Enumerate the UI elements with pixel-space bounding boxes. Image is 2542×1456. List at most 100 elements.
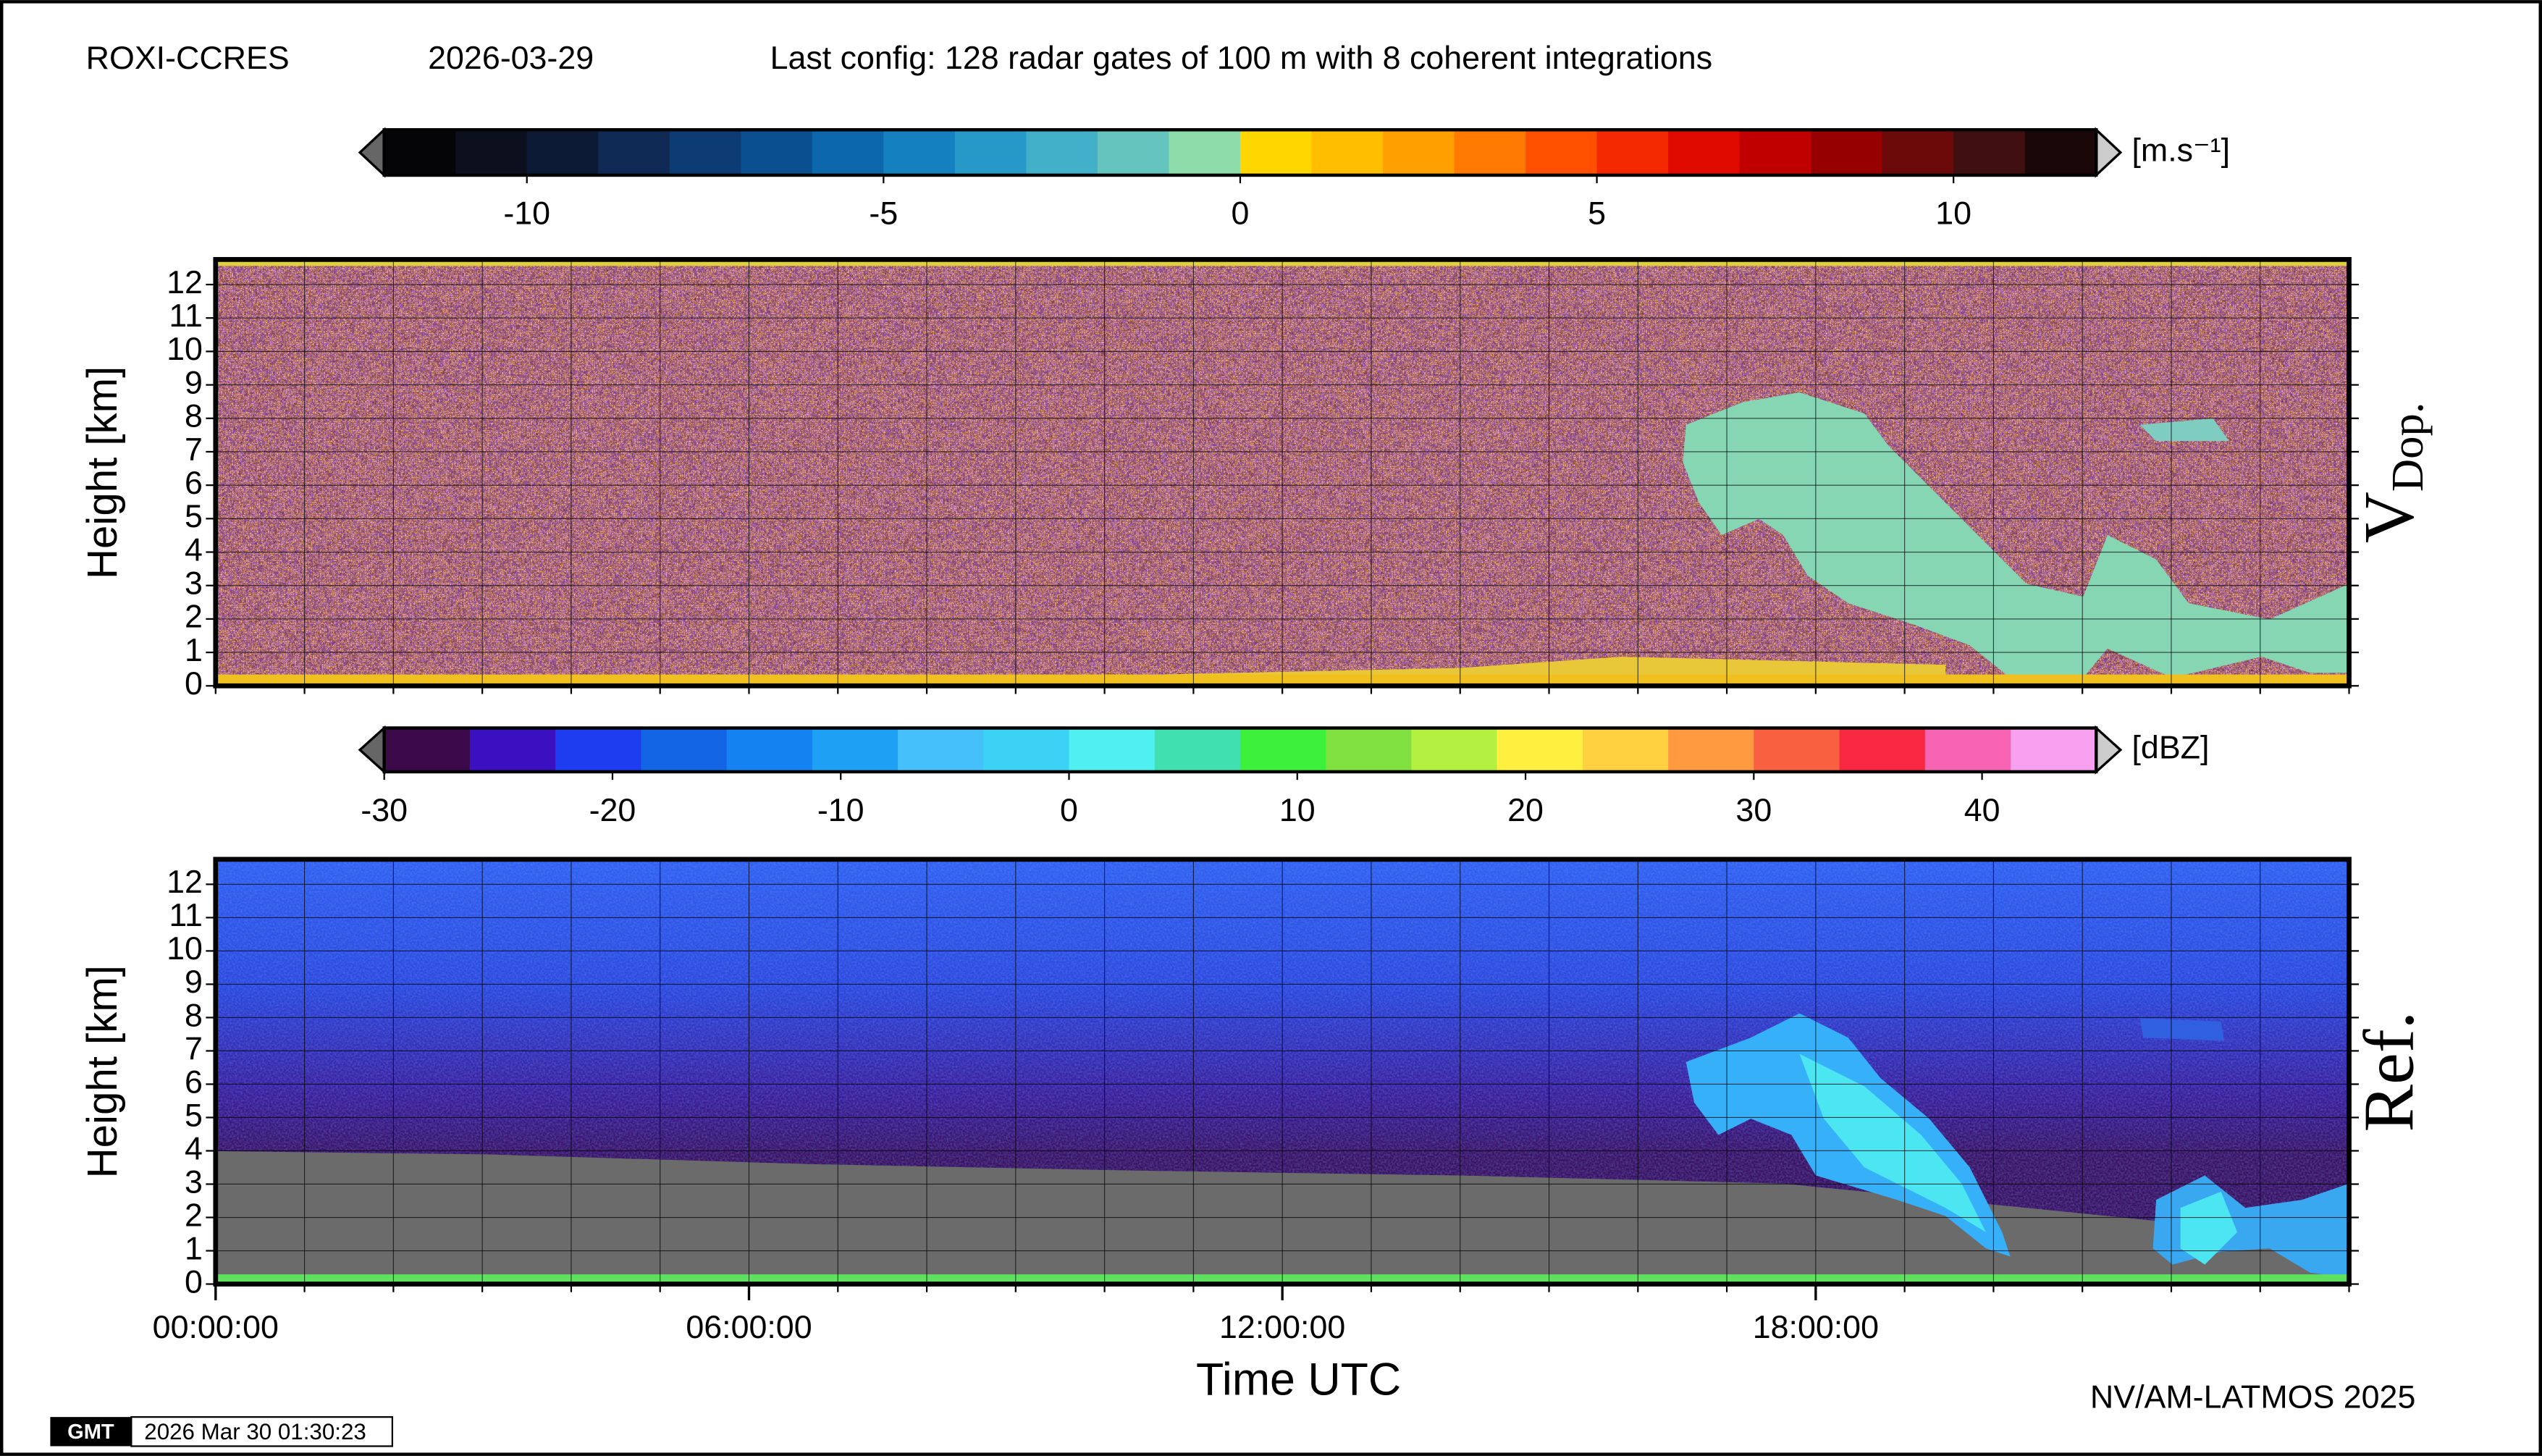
y-tick-label: 12 <box>167 864 203 900</box>
y-tick-label: 5 <box>185 1097 203 1133</box>
color-bin <box>1811 130 1883 175</box>
colorbar-tick-label: 10 <box>1279 792 1316 828</box>
y-axis-label: Height [km] <box>79 366 126 579</box>
colorbar-tick-label: 0 <box>1060 792 1078 828</box>
y-tick-label: 4 <box>185 1130 203 1166</box>
color-bin <box>1097 130 1170 175</box>
color-bin <box>812 130 885 175</box>
colorbar-tick-label: -5 <box>869 195 898 232</box>
color-bin <box>1497 728 1583 772</box>
color-bin <box>1596 130 1670 175</box>
color-bin <box>598 130 670 175</box>
color-bin <box>812 728 899 772</box>
gmt-logo-text: GMT <box>67 1421 114 1444</box>
color-bin <box>1882 130 1955 175</box>
y-tick-label: 7 <box>185 432 203 468</box>
color-bin <box>384 130 457 175</box>
color-bin <box>898 728 985 772</box>
y-tick-label: 9 <box>185 964 203 1000</box>
color-bin <box>1154 728 1242 772</box>
color-bin <box>669 130 742 175</box>
credit: NV/AM-LATMOS 2025 <box>2090 1379 2415 1415</box>
panel-frame <box>213 257 2352 689</box>
color-bin <box>2024 130 2097 175</box>
color-bin <box>469 728 557 772</box>
color-bin <box>384 728 471 772</box>
y-tick-label: 2 <box>185 1197 203 1233</box>
colorbar-tick-label: 5 <box>1588 195 1606 232</box>
y-tick-label: 12 <box>167 264 203 300</box>
colorbar-tick-label: 30 <box>1735 792 1772 828</box>
color-bin <box>1668 130 1741 175</box>
colorbar-unit: [m.s⁻¹] <box>2131 132 2230 168</box>
color-bin <box>2011 728 2097 772</box>
y-tick-label: 6 <box>185 1064 203 1100</box>
y-tick-label: 10 <box>167 331 203 367</box>
colorbar-tick-label: 20 <box>1507 792 1544 828</box>
colorbar-tick-label: 0 <box>1232 195 1250 232</box>
y-tick-label: 9 <box>185 364 203 400</box>
color-bin <box>555 728 642 772</box>
color-bin <box>1240 130 1313 175</box>
panel-frame <box>213 857 2352 1287</box>
x-tick-label: 06:00:00 <box>686 1309 812 1345</box>
color-bin <box>1582 728 1670 772</box>
timestamp: 2026 Mar 30 01:30:23 <box>144 1419 366 1444</box>
gmt-logo <box>50 1417 132 1447</box>
panel-label-sub: Dop. <box>2382 402 2433 492</box>
y-tick-label: 10 <box>167 930 203 967</box>
color-bin <box>641 728 728 772</box>
color-bin <box>1839 728 1926 772</box>
color-bin <box>1311 130 1384 175</box>
x-tick-label: 18:00:00 <box>1753 1309 1879 1345</box>
date: 2026-03-29 <box>428 40 594 76</box>
colorbar-frame <box>382 726 2098 774</box>
color-bin <box>954 130 1027 175</box>
color-bin <box>741 130 813 175</box>
y-tick-label: 3 <box>185 565 203 602</box>
panel-label: VDop. <box>2349 402 2433 543</box>
color-bin <box>1754 728 1840 772</box>
y-tick-label: 6 <box>185 465 203 501</box>
panel-label: Ref. <box>2349 1011 2428 1132</box>
colorbar-unit: [dBZ] <box>2131 730 2209 766</box>
colorbar-tick-label: -10 <box>503 195 550 232</box>
color-bin <box>1069 728 1156 772</box>
color-bin <box>883 130 956 175</box>
color-bin <box>1525 130 1598 175</box>
color-bin <box>983 728 1070 772</box>
y-tick-label: 1 <box>185 632 203 668</box>
color-bin <box>1026 130 1099 175</box>
color-bin <box>455 130 528 175</box>
y-tick-label: 1 <box>185 1230 203 1266</box>
color-bin <box>1240 728 1327 772</box>
x-tick-label: 12:00:00 <box>1219 1309 1345 1345</box>
config: Last config: 128 radar gates of 100 m wi… <box>770 40 1712 76</box>
panel-label-main: Ref. <box>2349 1011 2428 1132</box>
colorbar-tick-label: -30 <box>361 792 408 828</box>
y-tick-label: 0 <box>185 1263 203 1300</box>
color-bin <box>726 728 813 772</box>
y-tick-label: 5 <box>185 498 203 534</box>
color-bin <box>1739 130 1812 175</box>
y-tick-label: 4 <box>185 531 203 568</box>
timestamp-box <box>130 1416 393 1447</box>
x-tick-label: 00:00:00 <box>153 1309 279 1345</box>
y-tick-label: 7 <box>185 1030 203 1066</box>
x-axis-label: Time UTC <box>1196 1355 1401 1405</box>
colorbar-tick-label: -20 <box>589 792 636 828</box>
color-bin <box>1454 130 1527 175</box>
color-bin <box>1169 130 1242 175</box>
y-tick-label: 0 <box>185 665 203 702</box>
colorbar-tick-label: 10 <box>1935 195 1971 232</box>
panel-label-main: V <box>2349 492 2428 543</box>
y-tick-label: 8 <box>185 997 203 1033</box>
color-bin <box>1383 130 1455 175</box>
y-tick-label: 11 <box>169 298 202 334</box>
color-bin <box>1411 728 1498 772</box>
color-bin <box>1668 728 1755 772</box>
colorbar-tick-label: 40 <box>1964 792 2000 828</box>
station: ROXI-CCRES <box>86 40 290 76</box>
y-tick-label: 8 <box>185 398 203 434</box>
